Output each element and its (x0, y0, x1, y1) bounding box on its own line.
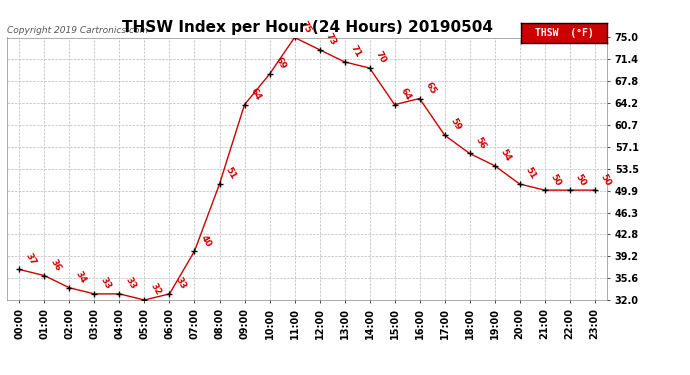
Text: 36: 36 (48, 258, 63, 273)
Text: 50: 50 (574, 172, 588, 188)
Text: 54: 54 (499, 147, 513, 163)
Text: 73: 73 (324, 32, 338, 47)
Text: 71: 71 (348, 44, 363, 59)
Text: 33: 33 (124, 276, 138, 291)
Text: 33: 33 (99, 276, 112, 291)
Text: 51: 51 (524, 166, 538, 181)
Text: 56: 56 (474, 135, 488, 151)
Text: 75: 75 (299, 19, 313, 35)
Text: 34: 34 (74, 270, 88, 285)
Text: 64: 64 (248, 87, 263, 102)
Text: 32: 32 (148, 282, 163, 297)
Text: 65: 65 (424, 81, 438, 96)
Title: THSW Index per Hour (24 Hours) 20190504: THSW Index per Hour (24 Hours) 20190504 (121, 20, 493, 35)
Text: 59: 59 (448, 117, 463, 132)
Text: 51: 51 (224, 166, 238, 181)
Text: 37: 37 (23, 251, 38, 267)
Text: 69: 69 (274, 56, 288, 71)
Text: 50: 50 (549, 172, 563, 188)
Text: Copyright 2019 Cartronics.com: Copyright 2019 Cartronics.com (7, 26, 148, 35)
Text: 64: 64 (399, 87, 413, 102)
Text: 33: 33 (174, 276, 188, 291)
Text: 50: 50 (599, 172, 613, 188)
Text: 40: 40 (199, 233, 213, 248)
Text: 70: 70 (374, 50, 388, 65)
Text: THSW  (°F): THSW (°F) (535, 28, 593, 38)
